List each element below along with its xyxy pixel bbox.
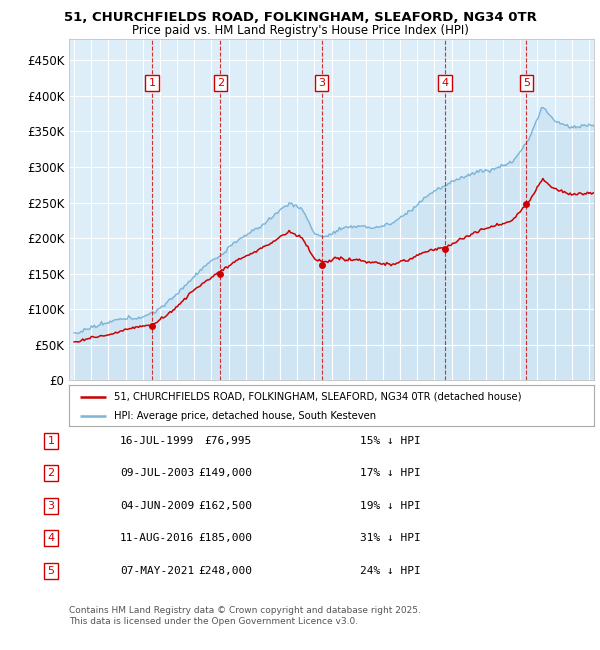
Text: Contains HM Land Registry data © Crown copyright and database right 2025.
This d: Contains HM Land Registry data © Crown c…: [69, 606, 421, 626]
Text: HPI: Average price, detached house, South Kesteven: HPI: Average price, detached house, Sout…: [113, 411, 376, 421]
Text: 1: 1: [149, 78, 155, 88]
Text: 51, CHURCHFIELDS ROAD, FOLKINGHAM, SLEAFORD, NG34 0TR: 51, CHURCHFIELDS ROAD, FOLKINGHAM, SLEAF…: [64, 11, 536, 24]
Text: 09-JUL-2003: 09-JUL-2003: [120, 468, 194, 478]
Text: 5: 5: [47, 566, 55, 576]
Text: 24% ↓ HPI: 24% ↓ HPI: [360, 566, 421, 576]
Text: 19% ↓ HPI: 19% ↓ HPI: [360, 500, 421, 511]
Text: 04-JUN-2009: 04-JUN-2009: [120, 500, 194, 511]
Text: 4: 4: [442, 78, 448, 88]
Text: 2: 2: [47, 468, 55, 478]
Text: 3: 3: [47, 500, 55, 511]
Text: £185,000: £185,000: [198, 533, 252, 543]
Text: 3: 3: [318, 78, 325, 88]
Text: 51, CHURCHFIELDS ROAD, FOLKINGHAM, SLEAFORD, NG34 0TR (detached house): 51, CHURCHFIELDS ROAD, FOLKINGHAM, SLEAF…: [113, 392, 521, 402]
Text: £162,500: £162,500: [198, 500, 252, 511]
Text: £248,000: £248,000: [198, 566, 252, 576]
Text: 17% ↓ HPI: 17% ↓ HPI: [360, 468, 421, 478]
Text: 1: 1: [47, 436, 55, 446]
Text: 5: 5: [523, 78, 530, 88]
Text: 16-JUL-1999: 16-JUL-1999: [120, 436, 194, 446]
Text: 4: 4: [47, 533, 55, 543]
Text: 15% ↓ HPI: 15% ↓ HPI: [360, 436, 421, 446]
Text: £76,995: £76,995: [205, 436, 252, 446]
Text: £149,000: £149,000: [198, 468, 252, 478]
Text: 31% ↓ HPI: 31% ↓ HPI: [360, 533, 421, 543]
Text: 2: 2: [217, 78, 224, 88]
Text: Price paid vs. HM Land Registry's House Price Index (HPI): Price paid vs. HM Land Registry's House …: [131, 24, 469, 37]
Text: 07-MAY-2021: 07-MAY-2021: [120, 566, 194, 576]
Text: 11-AUG-2016: 11-AUG-2016: [120, 533, 194, 543]
